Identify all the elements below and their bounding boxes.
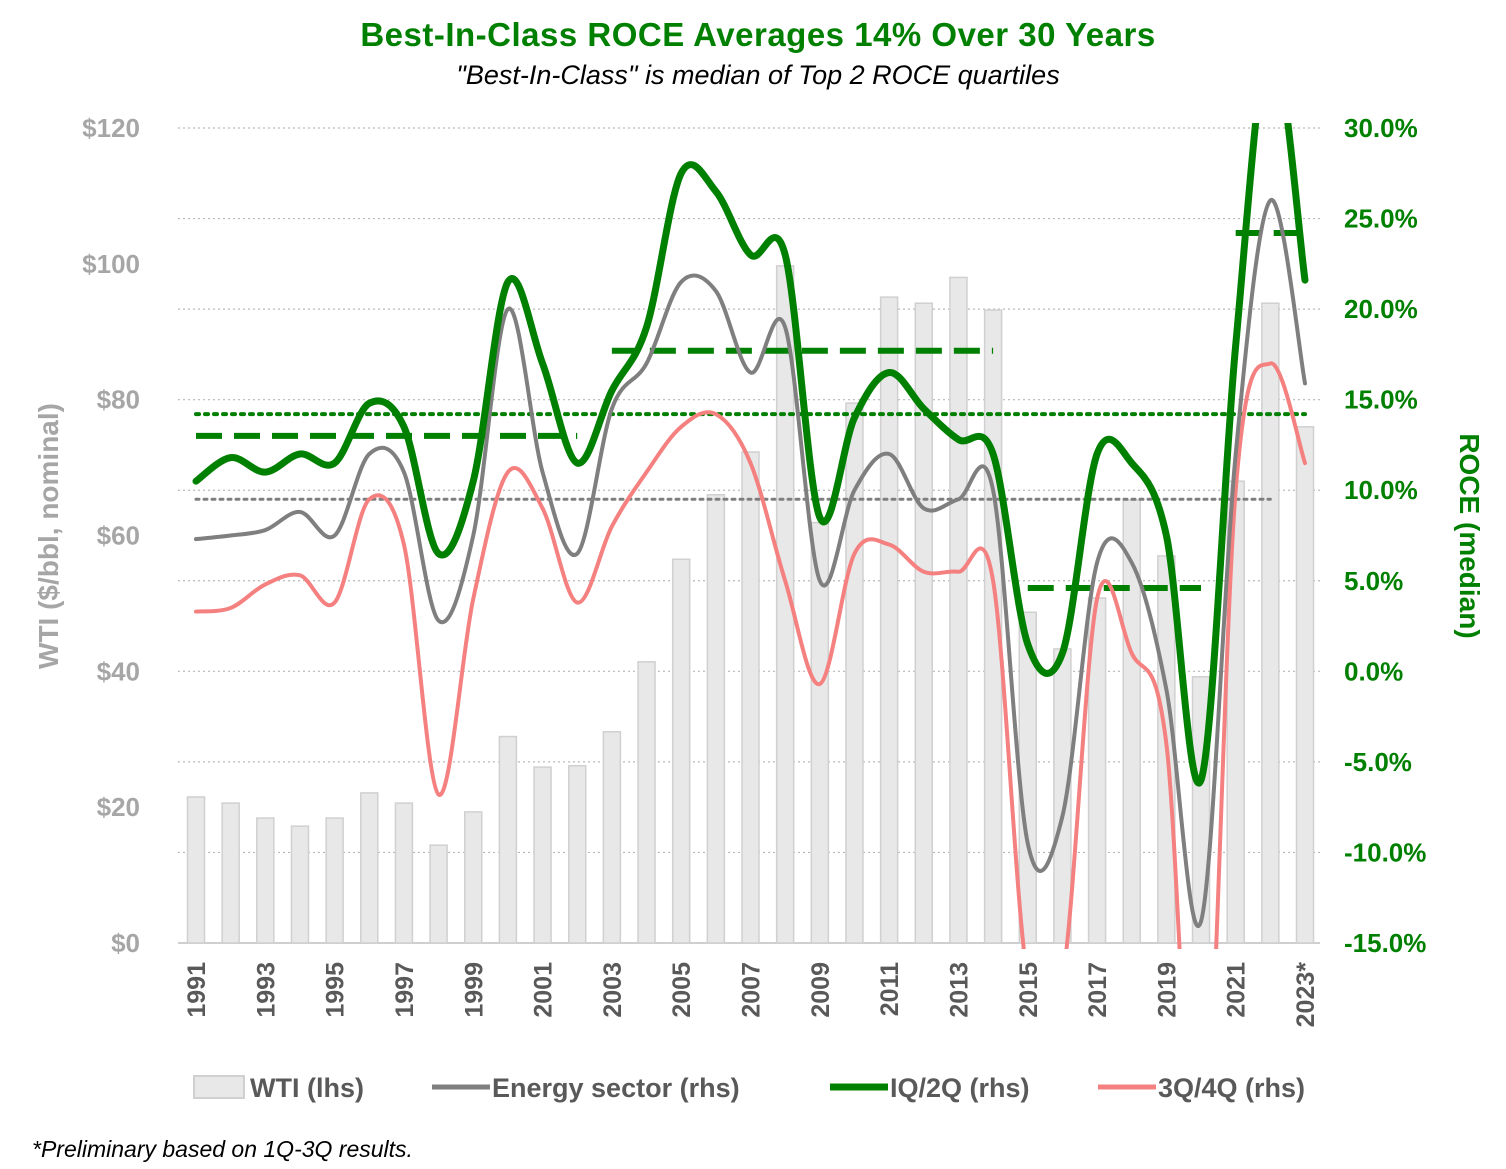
- wti-bar: [949, 276, 968, 944]
- right-tick-label: 0.0%: [1344, 656, 1403, 686]
- x-tick-label: 1991: [183, 962, 211, 1018]
- left-tick-label: $80: [97, 385, 140, 415]
- x-tick-label: 2021: [1223, 962, 1251, 1018]
- chart-subtitle: "Best-In-Class" is median of Top 2 ROCE …: [456, 60, 1060, 90]
- left-tick-label: $20: [97, 792, 140, 822]
- x-tick-label: 2005: [668, 962, 696, 1018]
- wti-bar: [498, 735, 518, 944]
- legend: WTI (lhs) Energy sector (rhs) IQ/2Q (rhs…: [193, 1073, 1305, 1103]
- right-tick-label: 20.0%: [1344, 294, 1418, 324]
- left-tick-label: $40: [97, 656, 140, 686]
- reference-lines: [194, 230, 1307, 592]
- x-axis-ticks: 1991 1993 1995 1997 1999 2001 2003 2005 2007 2009…: [183, 962, 1320, 1028]
- wti-bar: [1261, 302, 1280, 944]
- x-tick-label: 2001: [530, 962, 558, 1018]
- wti-bar: [1295, 426, 1315, 944]
- wti-bar: [914, 302, 934, 944]
- legend-energy-label: Energy sector (rhs): [492, 1073, 740, 1103]
- right-tick-label: 30.0%: [1344, 113, 1418, 143]
- footnote: *Preliminary based on 1Q-3Q results.: [32, 1136, 413, 1162]
- legend-wti-swatch: [193, 1075, 245, 1099]
- right-axis-label: ROCE (median): [1454, 433, 1485, 638]
- right-tick-label: 10.0%: [1344, 475, 1418, 505]
- x-tick-label: 2007: [738, 962, 766, 1018]
- x-tick-label: 2013: [945, 962, 973, 1018]
- wti-bar: [290, 825, 310, 944]
- left-tick-label: $120: [82, 113, 140, 143]
- wti-bar: [602, 731, 622, 944]
- wti-bar: [429, 844, 448, 944]
- x-tick-label: 2009: [807, 962, 835, 1018]
- wti-bar: [221, 802, 240, 944]
- wti-bar: [186, 796, 206, 944]
- wti-bar: [360, 792, 379, 944]
- wti-bar: [464, 811, 483, 944]
- right-tick-label: -15.0%: [1344, 928, 1426, 958]
- series-lines: [192, 123, 1309, 949]
- wti-bar: [637, 661, 656, 944]
- x-tick-label: 1997: [391, 962, 419, 1018]
- wti-bar: [325, 817, 344, 944]
- wti-bar: [567, 764, 587, 944]
- right-tick-label: 15.0%: [1344, 385, 1418, 415]
- left-tick-label: $60: [97, 521, 140, 551]
- series-iq2q-line: [192, 123, 1309, 787]
- wti-bar: [671, 558, 691, 944]
- x-tick-label: 2019: [1153, 962, 1181, 1018]
- legend-iq2q-label: IQ/2Q (rhs): [890, 1073, 1030, 1103]
- wti-bar: [706, 494, 726, 944]
- wti-bars: [186, 265, 1315, 944]
- right-axis-ticks: -15.0% -10.0% -5.0% 0.0% 5.0% 10.0% 15.0% 20.0%…: [1344, 113, 1426, 958]
- legend-3q4q-label: 3Q/4Q (rhs): [1158, 1073, 1305, 1103]
- series-energy-line: [194, 198, 1307, 928]
- x-tick-label: 2015: [1015, 962, 1043, 1018]
- x-tick-label: 1993: [252, 962, 280, 1018]
- wti-bar: [879, 296, 899, 944]
- wti-bar: [394, 802, 414, 944]
- right-tick-label: -10.0%: [1344, 837, 1426, 867]
- right-tick-label: 25.0%: [1344, 204, 1418, 234]
- wti-bar: [741, 451, 760, 944]
- x-tick-label: 1995: [322, 962, 350, 1018]
- wti-bar: [256, 817, 275, 944]
- x-tick-label: 1999: [460, 962, 488, 1018]
- chart-title: Best-In-Class ROCE Averages 14% Over 30 …: [360, 16, 1156, 53]
- x-tick-label: 2011: [876, 962, 904, 1016]
- left-tick-label: $0: [111, 928, 140, 958]
- right-tick-label: 5.0%: [1344, 566, 1403, 596]
- left-axis-label: WTI ($/bbl, nominal): [33, 403, 64, 669]
- series-3q4q-line: [194, 361, 1307, 949]
- right-tick-label: -5.0%: [1344, 747, 1412, 777]
- left-axis-ticks: $0 $20 $40 $60 $80 $100 $120: [82, 113, 140, 958]
- left-tick-label: $100: [82, 249, 140, 279]
- legend-wti-label: WTI (lhs): [250, 1073, 364, 1103]
- wti-bar: [1053, 648, 1072, 944]
- x-tick-label: 2023*: [1292, 962, 1320, 1028]
- wti-bar: [845, 402, 864, 944]
- wti-bar: [533, 766, 552, 944]
- x-tick-label: 2003: [599, 962, 627, 1018]
- x-tick-label: 2017: [1084, 962, 1112, 1018]
